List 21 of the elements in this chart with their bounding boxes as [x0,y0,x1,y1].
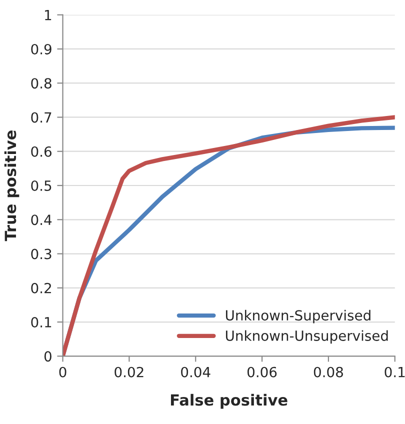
y-tick-label: 0.8 [31,78,52,89]
y-tick-label: 0.6 [31,146,52,157]
x-tick-label: 0 [59,366,66,378]
x-tick-label: 0.1 [384,366,405,378]
x-axis-title: False positive [170,394,288,409]
x-tick-label: 0.02 [114,366,144,378]
legend-label: Unknown-Supervised [226,310,370,324]
y-tick-label: 0.4 [31,214,52,226]
x-tick-label: 0.08 [314,366,343,378]
y-tick-label: 0.5 [31,180,52,191]
x-tick-label: 0.04 [181,366,210,378]
y-tick-label: 0.7 [31,112,52,123]
x-tick-label: 0.06 [247,366,277,378]
y-tick-label: 0.9 [31,44,52,54]
y-tick-label: 1 [45,10,52,20]
legend-label: Unknown-Unsupervised [226,330,388,344]
y-tick-label: 0.3 [31,248,52,260]
y-tick-label: 0 [44,351,52,362]
y-tick-label: 0.2 [31,282,51,294]
y-axis-title: True positive [4,130,20,242]
y-tick-label: 0.1 [31,316,52,328]
